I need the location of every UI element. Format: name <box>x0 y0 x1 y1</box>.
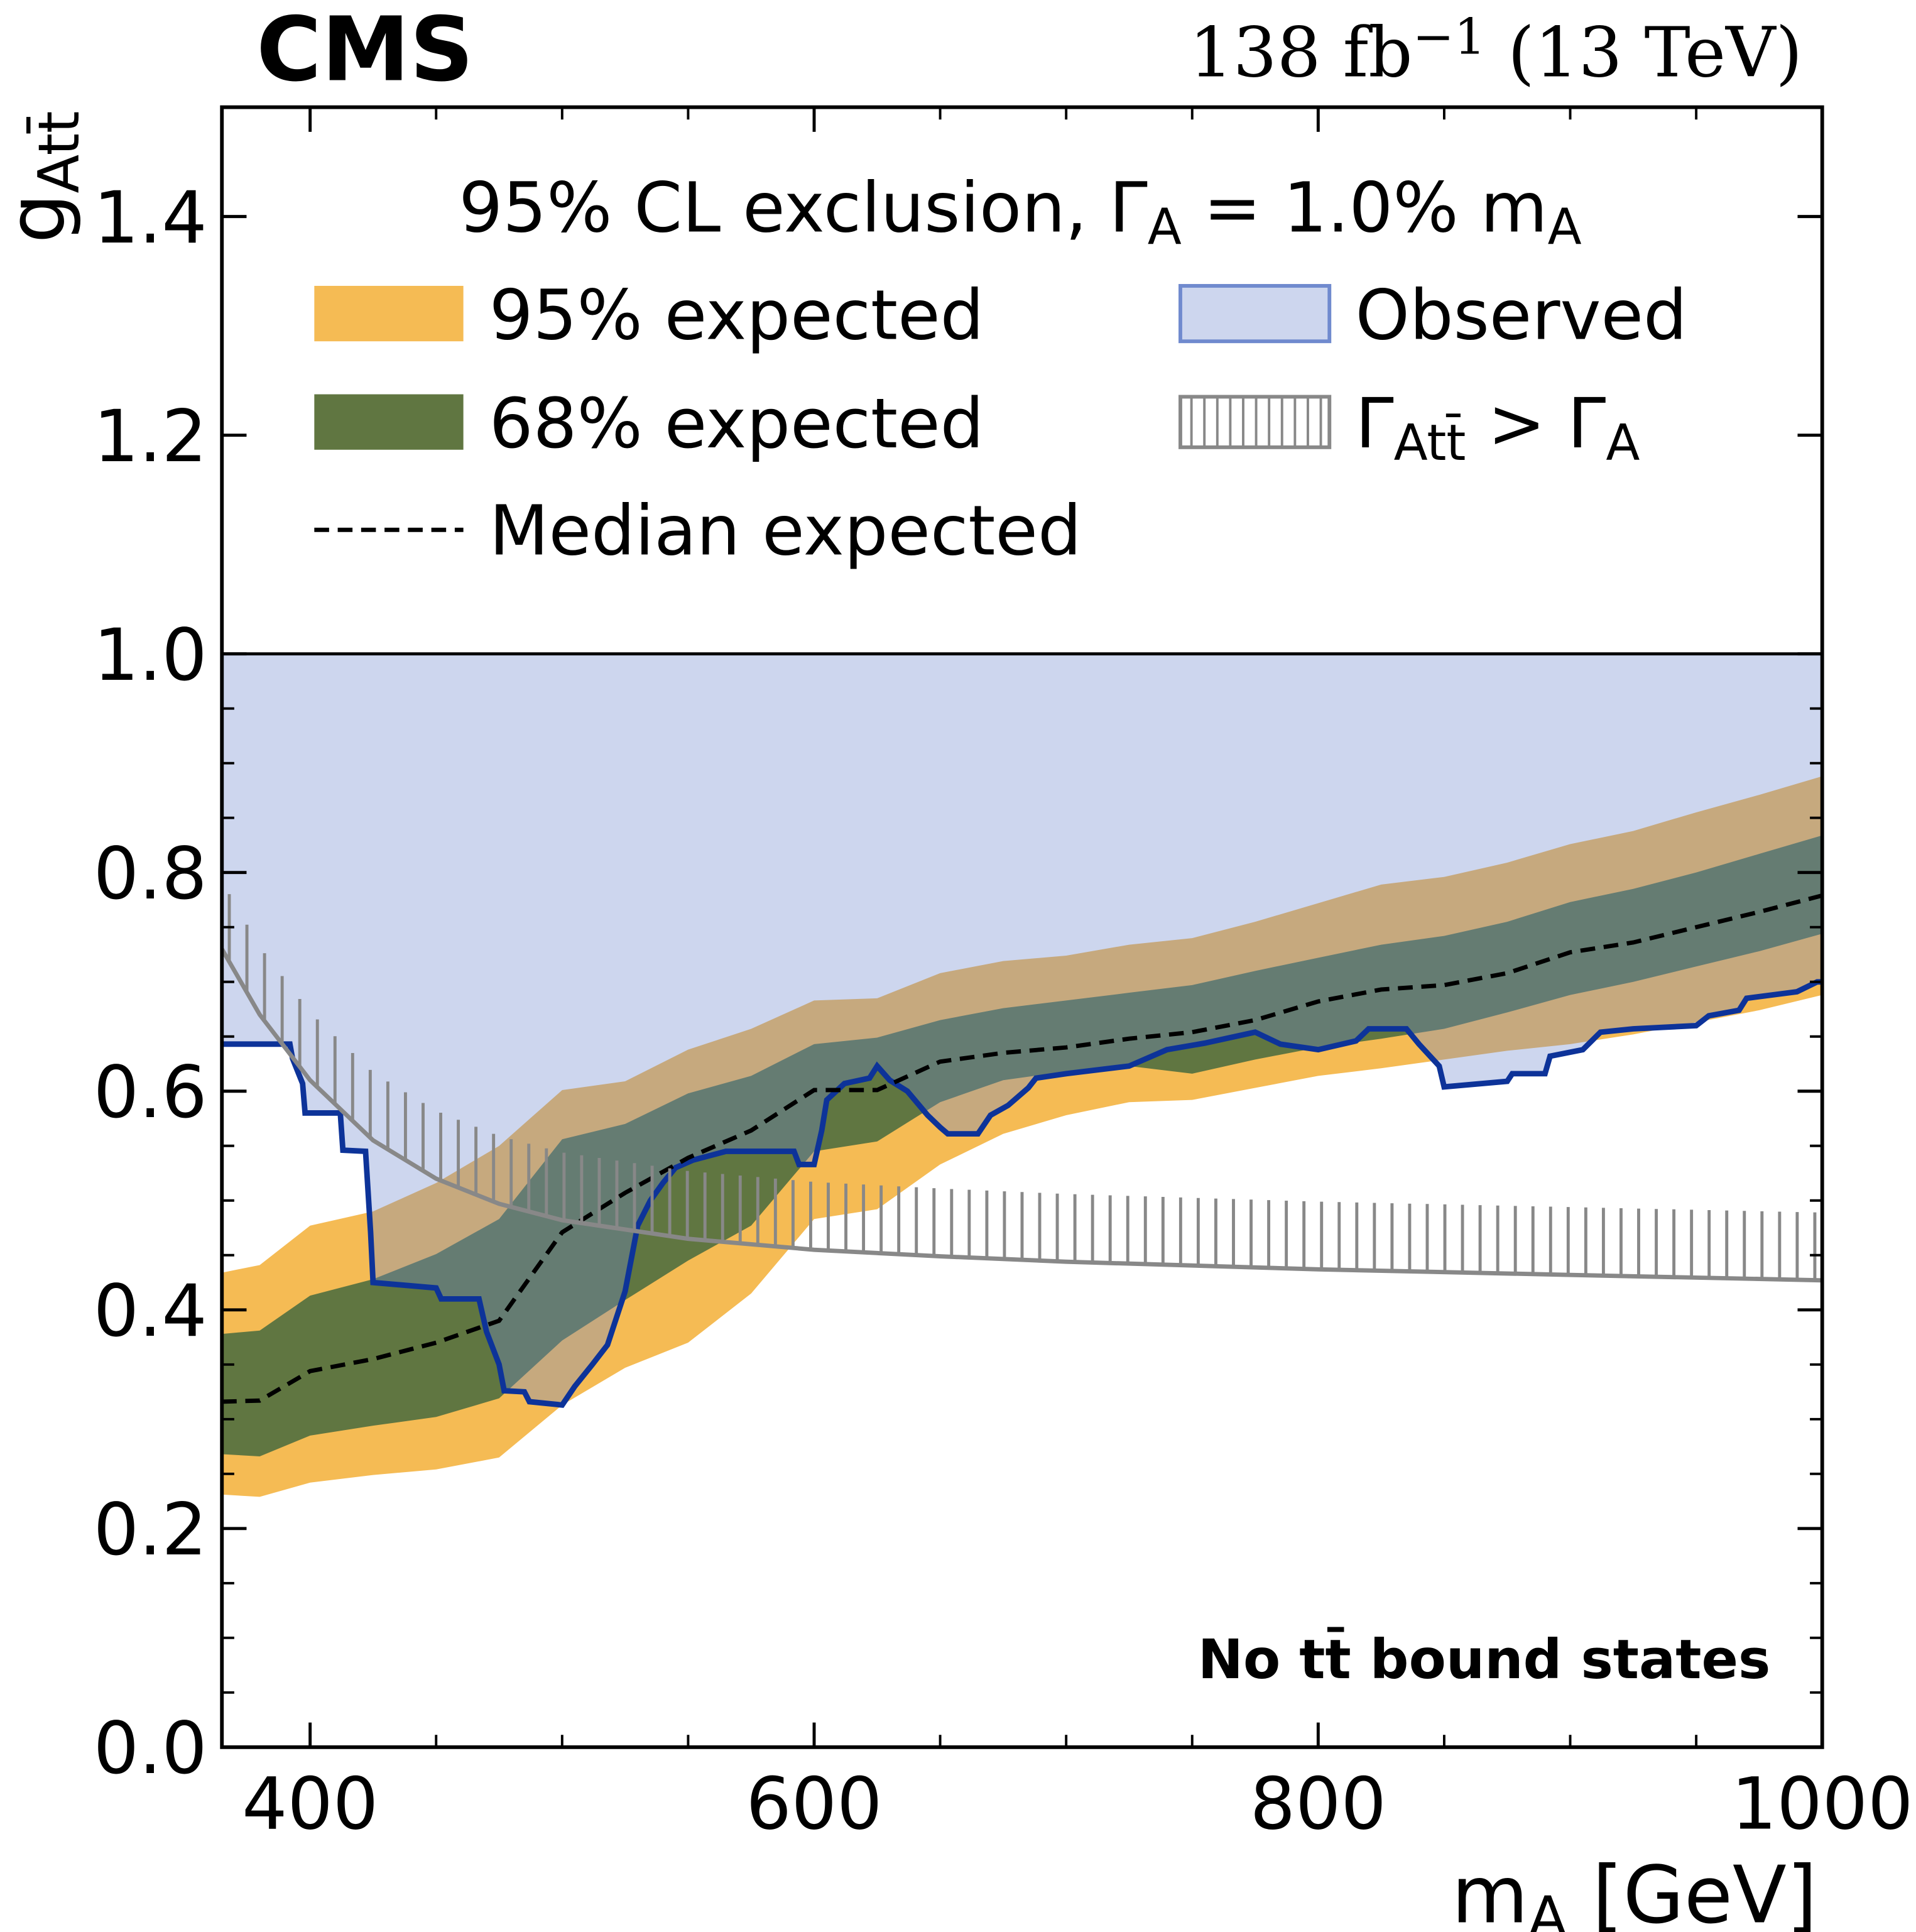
legend: 95% expected 68% expected Median expected O… <box>314 275 1687 570</box>
y-tick-label: 0.4 <box>94 1269 207 1353</box>
legend-label: Median expected <box>489 490 1082 570</box>
legend-label: 68% expected <box>489 383 984 464</box>
y-tick-label: 0.0 <box>94 1706 207 1790</box>
text-part: [GeV] <box>1567 1848 1817 1932</box>
text-part: g <box>0 194 83 244</box>
legend-entry: 95% expected <box>314 275 984 355</box>
width-limit-line <box>222 947 1822 1283</box>
text-part: 95% expected <box>489 275 984 355</box>
legend-label: Observed <box>1355 275 1687 355</box>
x-tick-label: 600 <box>746 1762 882 1845</box>
y-tick-label: 0.8 <box>94 832 207 915</box>
x-tick-label: 400 <box>242 1762 378 1845</box>
text-part: A <box>1148 198 1182 256</box>
text-part: = 1.0% m <box>1182 168 1548 248</box>
text-part: −1 <box>1413 8 1486 66</box>
text-part: > Γ <box>1466 383 1606 464</box>
legend-swatch <box>314 285 464 342</box>
text-part: Att̄ <box>25 111 92 193</box>
text-part: A <box>1548 198 1582 256</box>
legend-label: 95% expected <box>489 275 984 355</box>
median-line <box>222 893 1822 1404</box>
legend-swatch <box>314 394 464 450</box>
annotation: No tt̄ bound states <box>1198 1627 1771 1691</box>
text-part: m <box>1452 1848 1528 1932</box>
plot-area <box>222 653 1822 1497</box>
text-part: A <box>1528 1884 1567 1932</box>
legend-swatch <box>1178 284 1332 344</box>
experiment-label: CMS <box>256 0 474 101</box>
legend-entry: 68% expected <box>314 383 984 464</box>
legend-entry: ΓAtt̄ > ΓA <box>1178 383 1640 472</box>
x-axis-label: mA [GeV] <box>1452 1848 1817 1932</box>
y-tick-label: 1.0 <box>94 613 207 697</box>
legend-entry: Median expected <box>314 490 1082 570</box>
text-part: (13 TeV) <box>1486 13 1802 93</box>
text-part: Att̄ <box>1394 413 1466 471</box>
y-tick-label: 1.4 <box>94 176 207 259</box>
observed-line <box>222 979 1822 1408</box>
x-tick-label: 800 <box>1250 1762 1386 1845</box>
observed-area <box>222 653 1822 1405</box>
axes: 400 600 800 1000 0.0 0.2 0.4 0.6 0.8 1.0 1.2 1.4 <box>94 105 1913 1845</box>
legend-title: 95% CL exclusion, ΓA = 1.0% mA <box>459 168 1581 256</box>
x-tick-label: 1000 <box>1731 1762 1913 1845</box>
y-tick-label: 0.2 <box>94 1488 207 1571</box>
text-part: Median expected <box>489 490 1082 570</box>
text-part: Γ <box>1355 383 1393 464</box>
y-tick-label: 0.6 <box>94 1051 207 1134</box>
y-tick-label: 1.2 <box>94 395 207 478</box>
y-axis-label: gAtt̄ <box>0 111 92 243</box>
legend-label: ΓAtt̄ > ΓA <box>1355 383 1640 472</box>
text-part: 138 fb <box>1189 13 1412 93</box>
text-part: 68% expected <box>489 383 984 464</box>
legend-entry: Observed <box>1178 275 1687 355</box>
text-part: Observed <box>1355 275 1687 355</box>
text-part: 95% CL exclusion, Γ <box>459 168 1147 248</box>
text-part: A <box>1606 414 1640 472</box>
lumi-label: 138 fb−1 (13 TeV) <box>1189 8 1802 93</box>
